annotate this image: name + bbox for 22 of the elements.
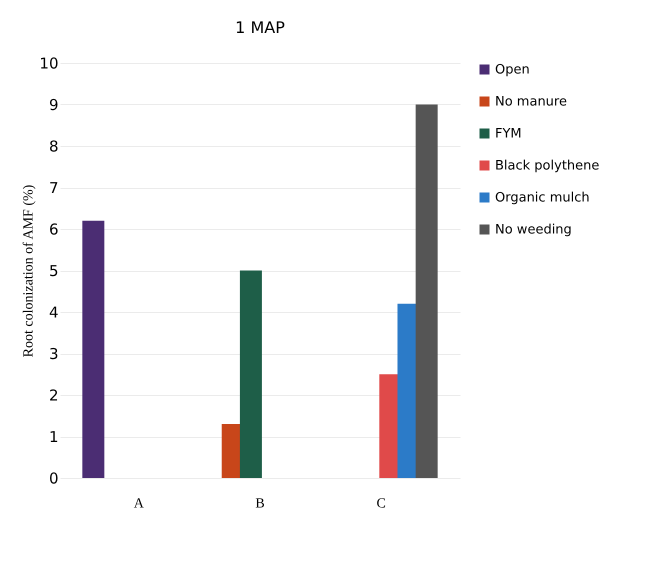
y-tick-label: 6 (48, 220, 58, 238)
y-tick-label: 9 (48, 96, 58, 114)
y-tick-label: 0 (48, 470, 58, 488)
y-tick-label: 8 (48, 138, 58, 156)
y-tick-label: 1 (48, 428, 58, 446)
y-tick-label: 4 (48, 304, 58, 322)
legend-label: No manure (495, 94, 567, 110)
y-tick-label: 2 (48, 386, 58, 404)
y-tick-label: 10 (39, 54, 58, 72)
legend-label: No weeding (495, 222, 572, 238)
legend-label: FYM (495, 126, 522, 142)
legend-label: Black polythene (495, 158, 600, 174)
legend-label: Organic mulch (495, 190, 590, 206)
y-tick-label: 3 (48, 345, 58, 363)
y-tick-label: 5 (48, 262, 58, 280)
chart-title: 1 MAP (235, 18, 286, 37)
x-tick-label: C (376, 496, 386, 512)
y-tick-label: 7 (48, 179, 58, 197)
legend-label: Open (495, 62, 530, 78)
x-tick-label: A (134, 496, 145, 512)
x-tick-label: B (255, 496, 265, 512)
y-axis-title: Root colonization of AMF (%) (21, 184, 36, 358)
